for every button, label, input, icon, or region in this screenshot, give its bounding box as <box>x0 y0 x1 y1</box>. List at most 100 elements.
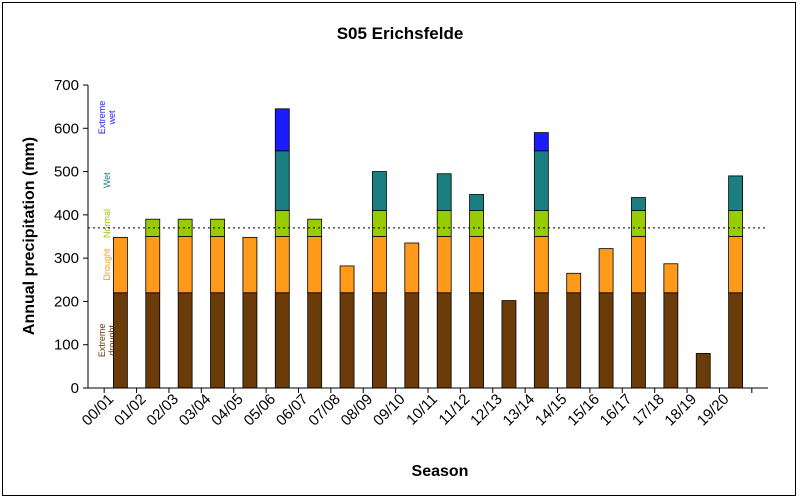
x-tick-label: 12/13 <box>467 391 506 430</box>
x-tick-label: 07/08 <box>305 391 344 430</box>
x-tick-label: 06/07 <box>273 391 312 430</box>
class-label-line: Extreme <box>97 101 107 135</box>
bar-segment <box>533 292 549 389</box>
x-tick-label: 04/05 <box>208 391 247 430</box>
bar-segment <box>177 236 193 294</box>
bar-segment <box>307 292 323 389</box>
chart-title: S05 Erichsfelde <box>337 24 464 43</box>
bar-segment <box>631 292 646 389</box>
class-label-line: drought <box>107 325 117 356</box>
bar-segment <box>274 210 290 237</box>
x-tick-label: 05/06 <box>241 391 280 430</box>
bar-segment <box>566 272 582 294</box>
x-tick-label: 10/11 <box>403 391 441 429</box>
class-label-line: Wet <box>102 172 112 188</box>
x-tick-label: 13/14 <box>500 391 539 430</box>
bar-segment <box>598 292 614 389</box>
class-label: Drought <box>102 248 112 281</box>
bar-segment <box>372 292 387 389</box>
bar-segment <box>436 173 452 211</box>
y-ticks: 0 100 200 300 400 500 600 700 <box>54 77 88 397</box>
bar-segment <box>728 175 744 211</box>
bar-segment <box>274 150 290 211</box>
x-ticks: 00/0101/0202/0303/0404/0505/0606/0707/08… <box>79 388 753 430</box>
bar-segment <box>274 292 290 389</box>
x-tick-label: 18/19 <box>661 391 700 430</box>
y-tick-label: 100 <box>54 337 79 354</box>
class-label: Wet <box>102 172 112 188</box>
bar-segment <box>566 292 582 389</box>
y-tick-label: 0 <box>71 380 79 397</box>
bar-segment <box>436 210 452 237</box>
x-tick-label: 17/18 <box>629 391 668 430</box>
x-tick-label: 03/04 <box>176 391 215 430</box>
x-tick-label: 00/01 <box>79 391 118 430</box>
bar-segment <box>631 210 646 237</box>
bar-segment <box>274 236 290 294</box>
bar-segment <box>242 236 258 294</box>
bar-segment <box>404 242 420 294</box>
bar-segment <box>242 292 258 389</box>
bar-segment <box>533 150 549 211</box>
bar-segment <box>339 292 355 389</box>
bar-segment <box>372 171 387 211</box>
class-label-line: Drought <box>102 248 112 281</box>
bar-segment <box>728 292 744 389</box>
bar-segment <box>728 210 744 237</box>
bar-segment <box>533 132 549 152</box>
x-tick-label: 14/15 <box>532 391 571 430</box>
y-tick-label: 200 <box>54 293 79 310</box>
x-tick-label: 16/17 <box>597 391 636 430</box>
bar-segment <box>210 292 225 389</box>
bar-segment <box>210 236 225 294</box>
bar-segment <box>177 218 193 237</box>
x-tick-label: 11/12 <box>436 391 474 429</box>
x-tick-label: 08/09 <box>338 391 377 430</box>
bar-segment <box>177 292 193 389</box>
bar-segment <box>631 236 646 294</box>
bar-segment <box>210 218 225 237</box>
class-label-line: wet <box>107 110 117 126</box>
bars <box>112 108 744 389</box>
y-tick-label: 500 <box>54 164 79 181</box>
bar-segment <box>631 197 646 211</box>
bar-segment <box>145 292 161 389</box>
bar-segment <box>436 292 452 389</box>
x-axis-title: Season <box>412 463 469 480</box>
bar-segment <box>695 352 711 389</box>
bar-segment <box>728 236 744 294</box>
x-tick-label: 01/02 <box>111 391 150 430</box>
class-label: Extremewet <box>97 101 117 135</box>
x-tick-label: 02/03 <box>143 391 182 430</box>
class-label-line: Extreme <box>97 324 107 358</box>
bar-segment <box>663 292 679 389</box>
x-tick-label: 15/16 <box>564 391 603 430</box>
bar-segment <box>533 210 549 237</box>
bar-segment <box>404 292 420 389</box>
y-tick-label: 600 <box>54 120 79 137</box>
bar-segment <box>469 194 484 211</box>
class-label: Normal <box>102 209 112 238</box>
bar-segment <box>274 108 290 152</box>
bar-segment <box>533 236 549 294</box>
class-label-line: Normal <box>102 209 112 238</box>
bar-segment <box>469 210 484 237</box>
bar-segment <box>112 236 128 294</box>
bar-segment <box>436 236 452 294</box>
y-tick-label: 300 <box>54 250 79 267</box>
bar-segment <box>501 300 517 389</box>
bar-segment <box>112 292 128 389</box>
y-tick-label: 700 <box>54 77 79 94</box>
bar-segment <box>307 236 323 294</box>
x-tick-label: 19/20 <box>694 391 733 430</box>
bar-segment <box>145 218 161 237</box>
bar-segment <box>469 236 484 294</box>
bar-segment <box>372 210 387 237</box>
bar-segment <box>145 236 161 294</box>
class-label: Extremedrought <box>97 324 117 358</box>
bar-segment <box>339 265 355 294</box>
bar-segment <box>372 236 387 294</box>
